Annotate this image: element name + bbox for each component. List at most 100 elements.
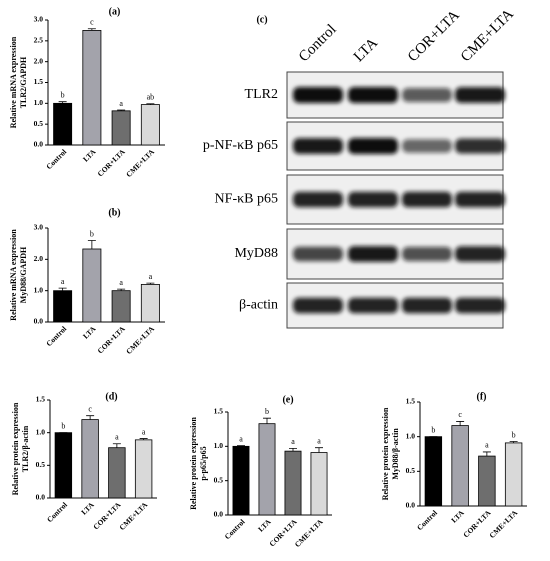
panel-label: (b) (108, 207, 120, 218)
x-tick-label: Control (44, 324, 68, 348)
y-tick-label: 0.5 (34, 119, 44, 128)
y-tick-label: 1.0 (214, 441, 224, 450)
panel-label: (a) (109, 6, 121, 17)
error-bar (139, 438, 148, 440)
y-tick-label: 2.5 (34, 36, 44, 45)
blot-band (348, 87, 398, 103)
panel-label: (d) (105, 391, 117, 402)
error-bar (146, 103, 155, 105)
blot-band (402, 139, 452, 153)
significance-letter: a (149, 272, 153, 281)
blot-band (402, 297, 452, 314)
bar (140, 104, 160, 146)
bar (54, 432, 73, 499)
y-tick-label: 1.0 (406, 431, 416, 440)
row-label: p-NF-κB p65 (203, 138, 278, 153)
x-tick-label: Control (415, 508, 439, 532)
significance-letter: a (61, 277, 65, 286)
y-tick-label: 0.0 (406, 501, 416, 510)
blot-band (455, 87, 505, 103)
significance-letter: a (119, 99, 123, 108)
significance-letter: a (317, 437, 321, 446)
significance-letter: b (90, 229, 94, 238)
row-label: TLR2 (245, 87, 278, 102)
blot-band (402, 191, 452, 208)
error-bar (117, 288, 126, 291)
bar (424, 436, 443, 507)
panel-label: (c) (256, 14, 267, 25)
error-bar (58, 101, 67, 104)
blot-band (293, 297, 343, 314)
significance-letter: b (431, 425, 435, 434)
y-tick-label: 1.5 (36, 395, 46, 404)
blot-band (455, 138, 505, 154)
y-axis-label: TLR2/β-actin (21, 425, 30, 472)
error-bar (263, 417, 271, 424)
y-tick-label: 3.0 (34, 223, 44, 232)
x-tick-label: Control (223, 517, 247, 541)
significance-letter: c (88, 405, 92, 414)
bar (108, 447, 126, 499)
y-tick-label: 0.0 (214, 510, 224, 519)
x-tick-label: LTA (256, 517, 273, 534)
significance-letter: b (265, 407, 269, 416)
y-axis-label: Relative mRNA expression (9, 36, 18, 128)
blot-band (348, 246, 398, 262)
blot-band (455, 246, 505, 262)
bar (82, 30, 102, 146)
significance-letter: a (239, 434, 243, 443)
error-bar (146, 282, 155, 285)
y-tick-label: 1.5 (406, 397, 416, 406)
y-axis-label: Relative protein expression (189, 417, 198, 510)
x-tick-label: CME+LTA (487, 508, 519, 540)
blot-band (402, 246, 452, 262)
x-tick-label: CME+LTA (124, 147, 156, 179)
bar (451, 425, 469, 507)
blot-band (402, 88, 452, 102)
row-label: MyD88 (234, 246, 278, 261)
y-tick-label: 3.0 (34, 15, 44, 24)
bar (53, 102, 73, 146)
y-tick-label: 0.5 (36, 460, 46, 469)
y-tick-label: 0.5 (214, 475, 224, 484)
bar (53, 290, 73, 323)
blot-band (293, 138, 343, 154)
y-tick-label: 0.0 (36, 493, 46, 502)
panel-label: (f) (477, 391, 487, 402)
error-bar (87, 28, 96, 31)
row-label: β-actin (239, 298, 278, 313)
x-tick-label: COR+LTA (96, 324, 128, 356)
blot-band (293, 87, 343, 103)
error-bar (456, 421, 465, 426)
bar (111, 110, 131, 146)
y-axis-label: Relative protein expression (11, 402, 20, 495)
y-axis-label: Relative protein expression (381, 407, 390, 500)
significance-letter: b (61, 90, 65, 99)
x-tick-label: LTA (79, 500, 96, 517)
blot-band (293, 191, 343, 208)
significance-letter: c (458, 410, 462, 419)
row-label: NF-κB p65 (215, 192, 278, 207)
x-tick-label: Control (45, 500, 69, 524)
y-tick-label: 0.0 (34, 140, 44, 149)
blot-band (455, 297, 505, 314)
y-tick-label: 1.0 (36, 427, 46, 436)
error-bar (112, 443, 121, 448)
significance-letter: a (485, 441, 489, 450)
x-tick-label: CME+LTA (293, 517, 325, 549)
y-axis-label: MyD88/GAPDH (19, 246, 28, 303)
x-tick-label: LTA (81, 147, 98, 164)
y-axis-label: p-p65/p65 (199, 446, 208, 480)
bar (140, 283, 160, 323)
y-tick-label: 1.5 (34, 77, 44, 86)
bar (82, 248, 102, 323)
error-bar (509, 441, 518, 443)
y-tick-label: 1.0 (34, 285, 44, 294)
significance-letter: c (90, 18, 94, 27)
lane-label: CME+LTA (458, 6, 517, 65)
error-bar (315, 447, 323, 453)
bar (258, 423, 276, 516)
significance-letter: b (61, 421, 65, 430)
error-bar (58, 287, 67, 291)
